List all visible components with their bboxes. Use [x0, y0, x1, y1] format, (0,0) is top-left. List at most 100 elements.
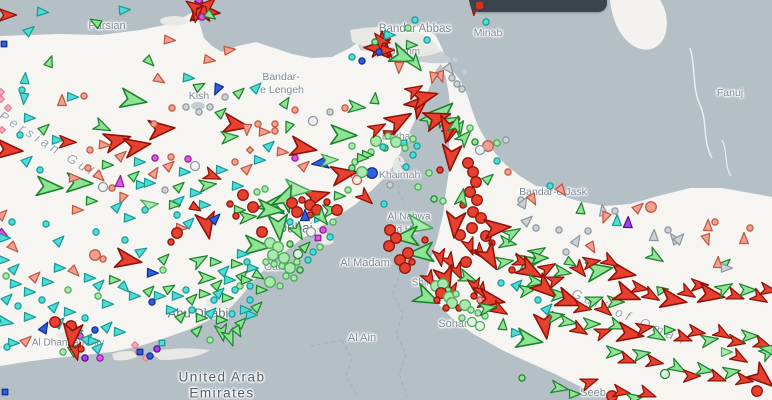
ship-marker[interactable] — [195, 312, 209, 323]
ship-marker[interactable] — [555, 226, 563, 234]
ship-marker[interactable] — [738, 283, 758, 297]
ship-marker[interactable] — [66, 91, 80, 102]
ship-marker[interactable] — [19, 71, 30, 85]
ship-marker[interactable] — [171, 227, 183, 239]
ship-marker[interactable] — [442, 62, 457, 77]
ship-marker[interactable] — [261, 185, 269, 193]
ship-marker[interactable] — [228, 310, 236, 318]
ship-marker[interactable] — [550, 288, 570, 302]
ship-marker[interactable] — [91, 326, 99, 334]
ship-marker[interactable] — [243, 234, 272, 256]
ship-marker[interactable] — [401, 144, 409, 152]
ship-marker[interactable] — [88, 15, 103, 30]
ship-marker[interactable] — [552, 263, 573, 279]
ship-marker[interactable] — [212, 285, 227, 300]
ship-marker[interactable] — [391, 225, 420, 247]
ship-marker[interactable] — [409, 135, 417, 143]
ship-marker[interactable] — [230, 258, 244, 269]
ship-marker[interactable] — [286, 197, 298, 209]
ship-marker[interactable] — [197, 270, 217, 285]
ship-marker[interactable] — [466, 222, 478, 234]
ship-marker[interactable] — [386, 181, 394, 189]
ship-marker[interactable] — [356, 152, 370, 163]
ship-marker[interactable] — [233, 204, 247, 215]
ship-marker[interactable] — [81, 354, 89, 362]
ship-marker[interactable] — [20, 153, 35, 168]
ship-marker[interactable] — [409, 151, 417, 159]
ship-marker[interactable] — [198, 288, 212, 299]
ship-marker[interactable] — [23, 112, 37, 123]
ship-marker[interactable] — [142, 283, 157, 298]
ship-marker[interactable] — [748, 287, 771, 307]
ship-marker[interactable] — [299, 208, 311, 222]
ship-marker[interactable] — [264, 276, 276, 288]
ship-marker[interactable] — [293, 258, 301, 266]
ship-marker[interactable] — [101, 159, 115, 170]
ship-marker[interactable] — [348, 164, 356, 172]
ship-marker[interactable] — [611, 280, 644, 309]
ship-marker[interactable] — [690, 278, 710, 292]
ship-marker[interactable] — [258, 126, 272, 137]
ship-marker[interactable] — [405, 39, 419, 50]
ship-marker[interactable] — [291, 206, 303, 218]
ship-marker[interactable] — [188, 306, 196, 314]
ship-marker[interactable] — [153, 345, 161, 353]
ship-marker[interactable] — [122, 134, 153, 159]
ship-marker[interactable] — [36, 166, 44, 174]
ship-marker[interactable] — [246, 262, 260, 273]
ship-marker[interactable] — [284, 262, 296, 274]
ship-marker[interactable] — [113, 326, 127, 337]
ship-marker[interactable] — [237, 189, 249, 201]
ship-marker[interactable] — [371, 38, 379, 46]
ship-marker[interactable] — [243, 258, 251, 266]
ship-marker[interactable] — [320, 153, 340, 168]
ship-marker[interactable] — [673, 328, 694, 346]
ship-marker[interactable] — [554, 183, 569, 198]
ship-marker[interactable] — [751, 385, 763, 397]
ship-marker[interactable] — [108, 184, 116, 192]
ship-marker[interactable] — [734, 371, 755, 387]
ship-marker[interactable] — [720, 346, 734, 358]
ship-marker[interactable] — [152, 72, 167, 86]
ship-marker[interactable] — [146, 267, 160, 278]
ship-marker[interactable] — [87, 335, 101, 346]
ship-marker[interactable] — [409, 84, 440, 111]
ship-marker[interactable] — [47, 299, 62, 314]
ship-marker[interactable] — [41, 276, 55, 287]
ship-marker[interactable] — [467, 206, 479, 218]
ship-marker[interactable] — [344, 186, 352, 194]
ship-marker[interactable] — [232, 212, 240, 220]
ship-marker[interactable] — [163, 34, 177, 45]
ship-marker[interactable] — [254, 120, 262, 128]
ship-marker[interactable] — [71, 204, 85, 215]
ship-marker[interactable] — [22, 23, 37, 38]
ship-marker[interactable] — [136, 348, 144, 356]
ship-marker[interactable] — [0, 125, 7, 135]
ship-marker[interactable] — [297, 158, 312, 173]
ship-marker[interactable] — [110, 199, 125, 214]
ship-marker[interactable] — [380, 200, 388, 208]
ship-marker[interactable] — [209, 256, 223, 267]
ship-marker[interactable] — [6, 240, 21, 255]
ship-marker[interactable] — [203, 8, 218, 23]
ship-marker[interactable] — [525, 273, 546, 289]
ship-marker[interactable] — [631, 200, 646, 215]
ship-marker[interactable] — [448, 74, 456, 82]
ship-marker[interactable] — [454, 127, 476, 149]
ship-marker[interactable] — [37, 320, 51, 335]
ship-marker[interactable] — [474, 320, 486, 332]
ship-marker[interactable] — [141, 206, 149, 214]
ship-marker[interactable] — [425, 169, 433, 177]
ship-marker[interactable] — [529, 272, 562, 304]
ship-marker[interactable] — [347, 99, 367, 114]
ship-marker[interactable] — [440, 143, 463, 172]
ship-marker[interactable] — [494, 254, 515, 271]
ship-marker[interactable] — [663, 324, 677, 336]
ship-marker[interactable] — [1, 388, 9, 396]
ship-marker[interactable] — [439, 197, 447, 205]
ship-marker[interactable] — [0, 40, 8, 48]
ship-marker[interactable] — [475, 212, 487, 224]
ship-marker[interactable] — [394, 61, 405, 75]
ship-marker[interactable] — [61, 322, 84, 351]
ship-marker[interactable] — [123, 212, 137, 223]
